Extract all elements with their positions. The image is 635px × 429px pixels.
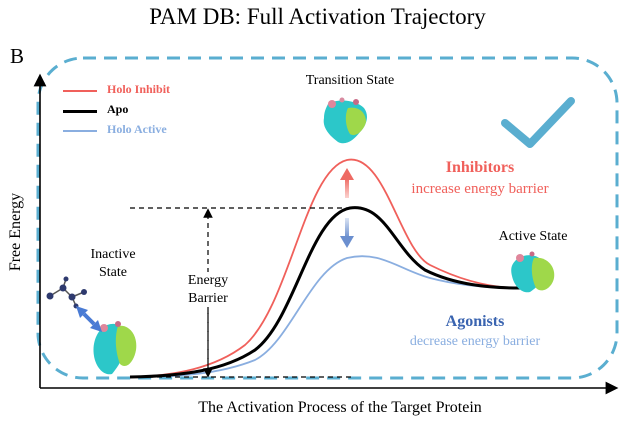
legend-swatch-apo [63, 110, 97, 113]
inactive-state-label: Inactive State [90, 247, 136, 280]
y-axis-label: Free Energy [7, 192, 24, 272]
legend-swatch-holo-active [63, 130, 97, 132]
transition-state-label: Transition State [305, 73, 395, 88]
inhibitors-title: Inhibitors [445, 159, 515, 176]
protein-structure-icon [323, 97, 367, 144]
protein-structure-icon [511, 251, 555, 293]
agonists-title: Agonists [445, 313, 505, 330]
inhibitor-up-arrow [340, 168, 354, 198]
inhibitors-subtitle: increase energy barrier [411, 181, 549, 197]
checkmark-icon [501, 97, 575, 148]
agonists-subtitle: decrease energy barrier [409, 334, 541, 349]
x-axis-label: The Activation Process of the Target Pro… [198, 399, 482, 416]
protein-structure-icon [93, 321, 137, 375]
agonist-down-arrow [340, 218, 354, 248]
figure-title: PAM DB: Full Activation Trajectory [149, 4, 486, 29]
active-state-label: Active State [498, 229, 568, 244]
binding-double-arrow [76, 306, 102, 332]
curve-apo [129, 206, 521, 379]
ligand-molecule-icon [46, 276, 87, 309]
legend-swatch-holo-inhibit [63, 90, 97, 92]
curve-holo-active [129, 255, 521, 378]
legend-label-holo-inhibit: Holo Inhibit [107, 82, 171, 96]
curve-holo-inhibit [129, 158, 521, 378]
legend-label-holo-active: Holo Active [107, 122, 167, 136]
dashed-frame [36, 56, 619, 380]
legend-label-apo: Apo [107, 102, 129, 116]
energy-barrier-label: Energy Barrier [158, 272, 258, 307]
panel-letter: B [10, 44, 25, 68]
